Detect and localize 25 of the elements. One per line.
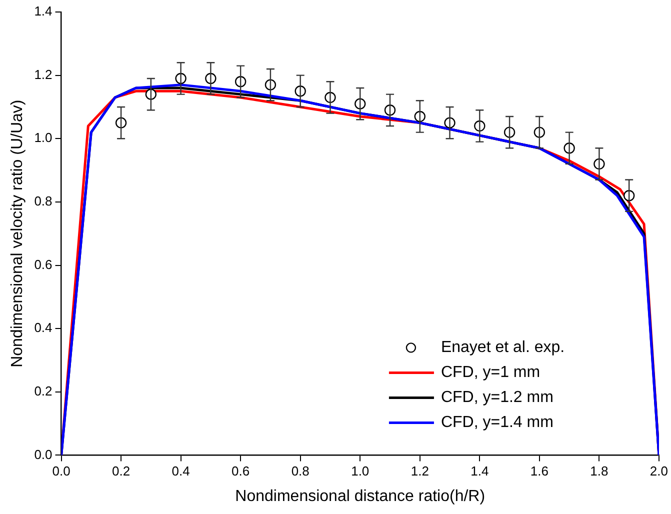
x-tick-label: 0.2 — [112, 464, 130, 479]
y-tick-label: 1.4 — [34, 4, 52, 19]
x-tick-label: 1.8 — [590, 464, 608, 479]
x-tick-label: 1.6 — [530, 464, 548, 479]
x-tick-label: 2.0 — [650, 464, 668, 479]
x-axis-title: Nondimensional distance ratio(h/R) — [235, 488, 486, 505]
y-tick-label: 0.4 — [34, 320, 52, 336]
x-tick-label: 1.4 — [470, 464, 489, 479]
legend-label: CFD, y=1.2 mm — [440, 389, 554, 406]
legend-label: Enayet et al. exp. — [440, 339, 565, 356]
y-tick-label: 0.0 — [34, 446, 52, 462]
x-tick-label: 0.4 — [172, 464, 190, 479]
y-tick-label: 1.0 — [34, 130, 52, 146]
legend-label: CFD, y=1 mm — [440, 364, 540, 382]
y-tick-label: 1.2 — [34, 66, 52, 82]
x-tick-label: 0.6 — [232, 464, 250, 479]
x-tick-label: 0.0 — [52, 464, 70, 479]
x-tick-label: 1.2 — [410, 464, 429, 479]
x-tick-label: 0.8 — [291, 464, 310, 479]
y-tick-label: 0.8 — [34, 194, 52, 209]
legend-label: CFD, y=1.4 mm — [440, 414, 554, 432]
x-tick-label: 1.0 — [351, 464, 370, 479]
y-tick-label: 0.2 — [34, 383, 52, 398]
y-tick-label: 0.6 — [34, 256, 52, 272]
y-axis-title: Nondimensional velocity ratio (U/Uav) — [9, 100, 26, 368]
